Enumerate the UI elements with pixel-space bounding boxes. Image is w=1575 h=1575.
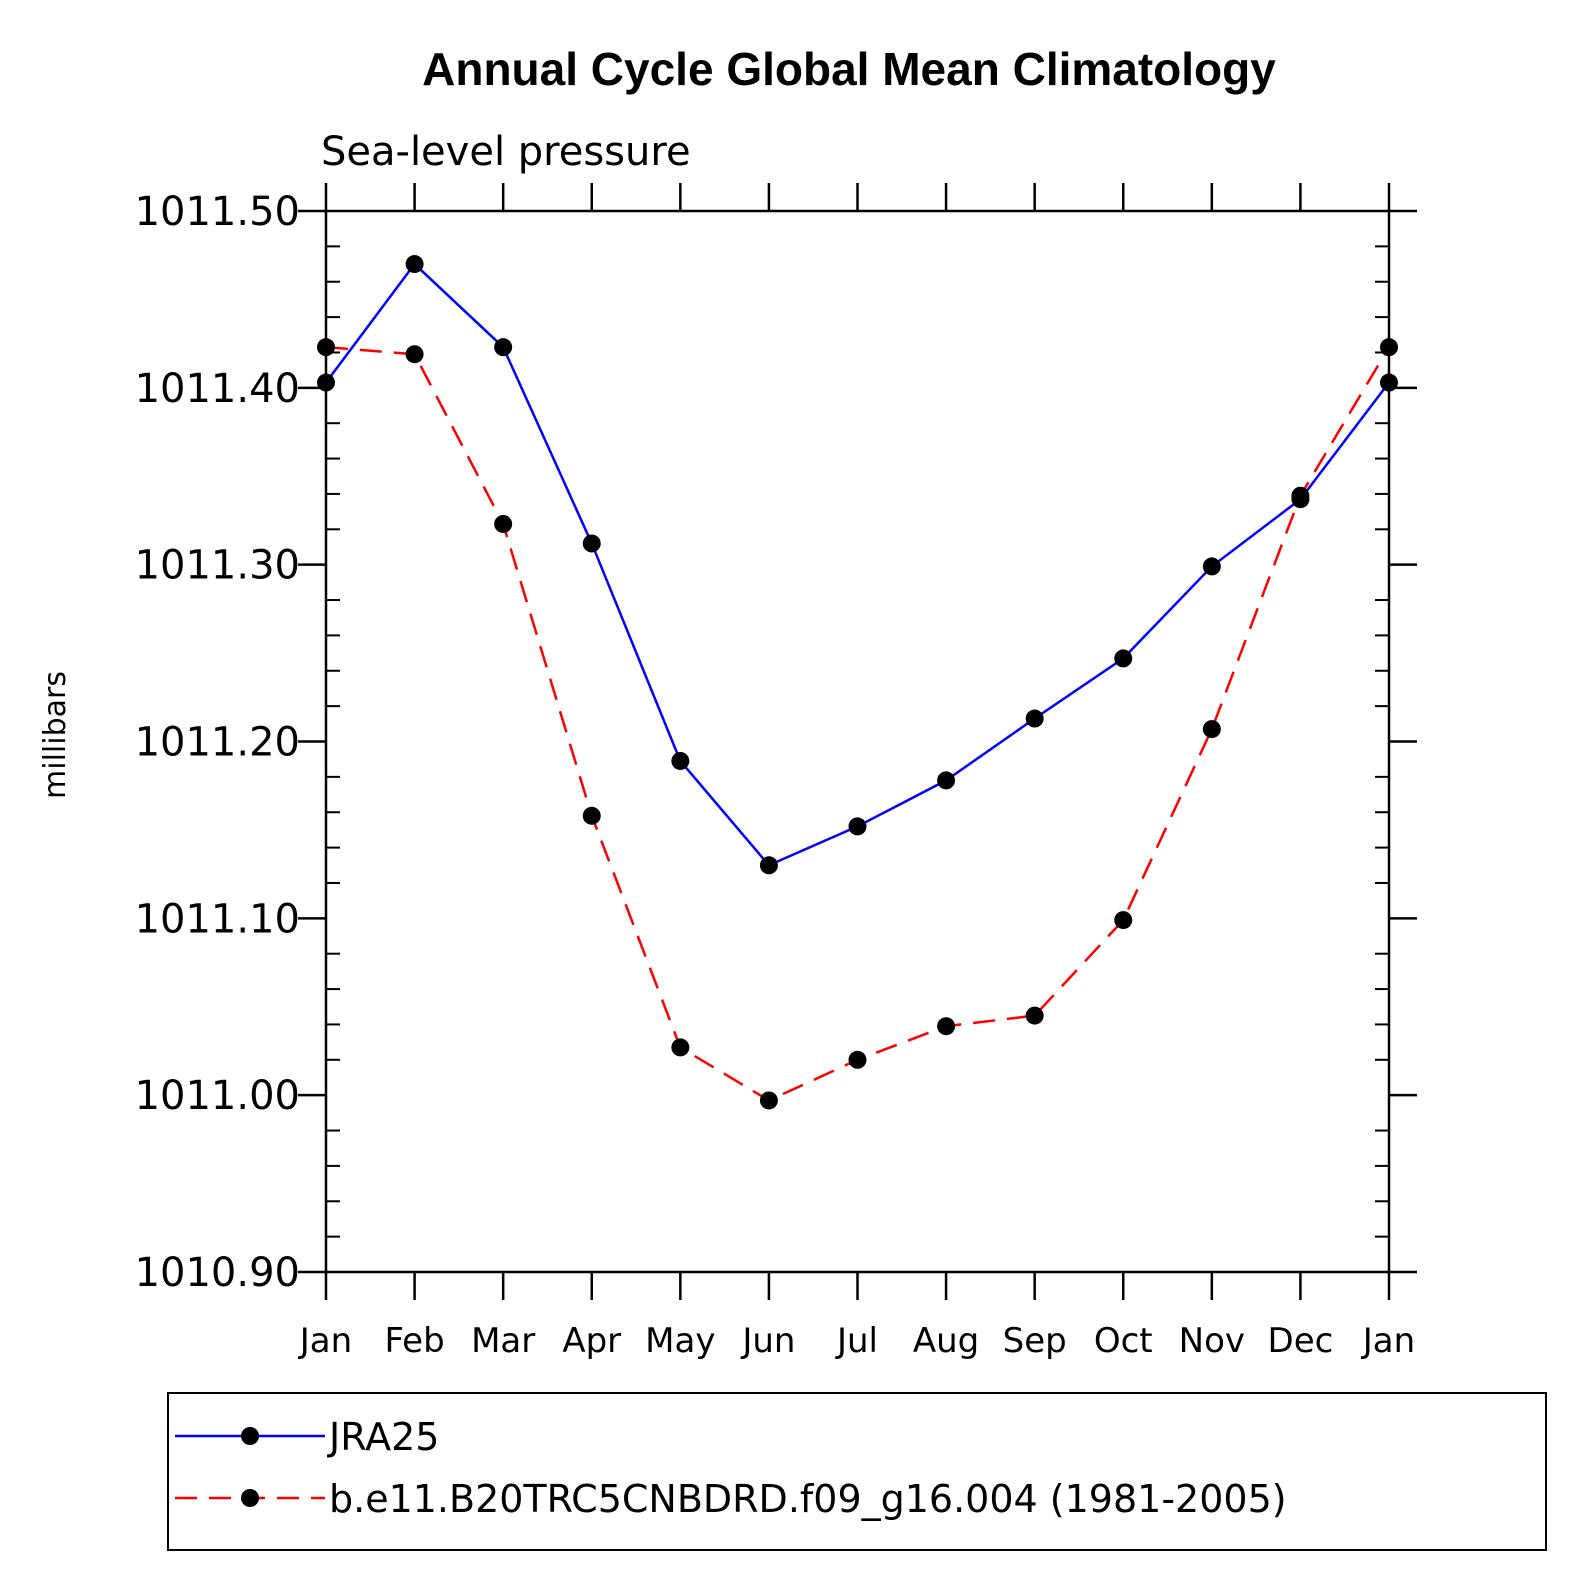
data-point [494, 338, 513, 357]
data-point [405, 345, 424, 364]
data-point [1291, 486, 1310, 505]
x-tick-label: Jan [1361, 1321, 1415, 1361]
data-point [582, 534, 601, 553]
x-tick-label: Dec [1268, 1321, 1334, 1361]
plot-frame [324, 209, 1391, 1274]
series-line [324, 262, 1390, 867]
x-tick-label: Apr [562, 1321, 621, 1361]
data-point [1025, 709, 1044, 728]
data-point [317, 338, 335, 357]
chart-title: Annual Cycle Global Mean Climatology [422, 43, 1276, 95]
data-point [494, 514, 513, 533]
x-tick-label: Aug [913, 1321, 979, 1361]
data-point [1380, 373, 1398, 392]
data-point [1025, 1006, 1044, 1025]
y-tick-label: 1011.10 [135, 896, 300, 942]
data-point [405, 255, 424, 274]
y-tick-label: 1010.90 [135, 1250, 300, 1296]
series-2 [317, 338, 1398, 1110]
data-point [937, 1017, 956, 1036]
legend-label: b.e11.B20TRC5CNBDRD.f09_g16.004 (1981-20… [329, 1477, 1287, 1521]
y-tick-label: 1011.30 [135, 543, 300, 589]
data-point [671, 1038, 690, 1057]
x-tick-label: Jul [835, 1321, 878, 1361]
x-tick-label: Jan [298, 1321, 352, 1361]
data-point [671, 751, 690, 770]
data-point [317, 373, 335, 392]
data-point [759, 1091, 778, 1110]
legend: JRA25 b.e11.B20TRC5CNBDRD.f09_g16.004 (19… [167, 1392, 1547, 1551]
legend-label: JRA25 [327, 1415, 439, 1459]
data-point [1380, 338, 1398, 357]
data-point [582, 806, 601, 825]
legend-marker [241, 1489, 259, 1507]
series-line [325, 345, 1391, 1102]
y-axis-label: millibars [38, 671, 73, 799]
y-tick-labels: 1010.90 1011.00 1011.10 1011.20 1011.30 1011.… [135, 189, 300, 1296]
data-point [1202, 720, 1221, 739]
series-layer [317, 255, 1398, 1110]
x-tick-label: Feb [384, 1321, 444, 1361]
x-tick-label: Mar [471, 1321, 535, 1361]
data-point [937, 771, 956, 790]
x-tick-label: Oct [1094, 1321, 1153, 1361]
series-1 [317, 255, 1398, 875]
y-tick-label: 1011.40 [135, 366, 300, 412]
data-point [848, 817, 867, 836]
data-point [848, 1050, 867, 1069]
x-tick-label: Sep [1003, 1321, 1067, 1361]
y-tick-label: 1011.20 [135, 720, 300, 766]
x-tick-label: Jun [740, 1321, 795, 1361]
y-tick-label: 1011.00 [135, 1073, 300, 1119]
x-tick-label: May [645, 1321, 715, 1361]
axes [298, 183, 1417, 1300]
y-tick-label: 1011.50 [135, 189, 300, 235]
legend-item-2: b.e11.B20TRC5CNBDRD.f09_g16.004 (1981-20… [175, 1477, 1287, 1521]
x-tick-label: Nov [1179, 1321, 1245, 1361]
data-point [1202, 557, 1221, 576]
legend-marker [241, 1427, 259, 1445]
data-point [1114, 649, 1133, 668]
legend-box [167, 1392, 1547, 1551]
data-point [759, 856, 778, 875]
chart-subtitle: Sea-level pressure [321, 129, 691, 175]
x-tick-labels: Jan Feb Mar Apr May Jun Jul Aug Sep Oct Nov Dec Jan [298, 1321, 1415, 1361]
data-point [1114, 911, 1133, 930]
legend-item-1: JRA25 [175, 1415, 439, 1459]
